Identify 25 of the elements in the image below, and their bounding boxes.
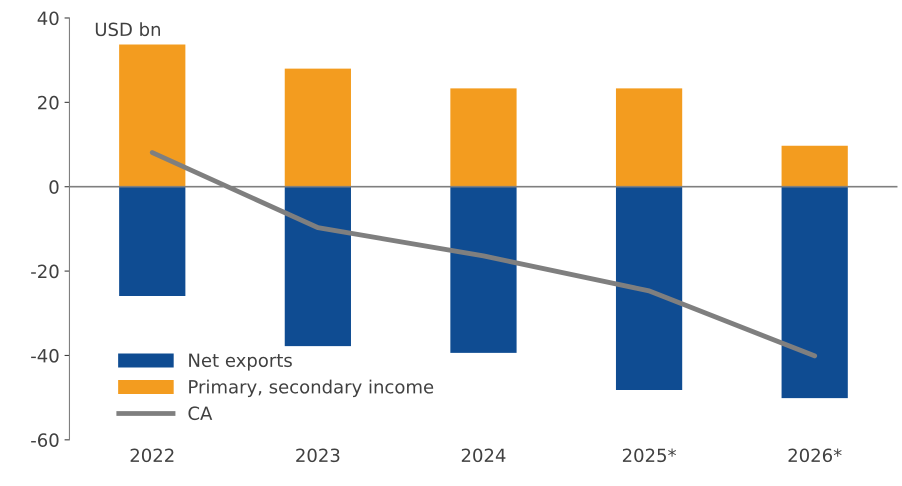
y-tick-label: -60 — [31, 433, 59, 447]
bar — [450, 186, 517, 353]
legend-label: Net exports — [189, 354, 292, 371]
x-tick-label: 2022 — [130, 448, 174, 462]
x-tick-label: 2024 — [462, 448, 506, 462]
legend-label: CA — [188, 406, 212, 420]
bar — [616, 88, 682, 187]
x-tick-label: 2023 — [296, 448, 340, 462]
y-tick-label: -20 — [31, 264, 59, 278]
bar — [616, 186, 682, 390]
y-tick-label: 0 — [49, 180, 59, 194]
bar — [782, 186, 848, 398]
x-tick-label: 2026* — [788, 448, 842, 462]
bar — [284, 68, 351, 187]
y-tick-label: -40 — [31, 348, 59, 363]
y-tick-label: 20 — [38, 96, 59, 110]
bar — [450, 88, 517, 187]
x-tick-label: 2025* — [622, 448, 676, 462]
bar — [782, 146, 848, 187]
bar — [119, 44, 186, 187]
annotation: USD bn — [96, 22, 160, 36]
legend-label: Primary, secondary income — [189, 380, 434, 398]
y-tick-label: 40 — [38, 11, 59, 26]
bar — [119, 186, 186, 296]
bar — [284, 186, 351, 346]
